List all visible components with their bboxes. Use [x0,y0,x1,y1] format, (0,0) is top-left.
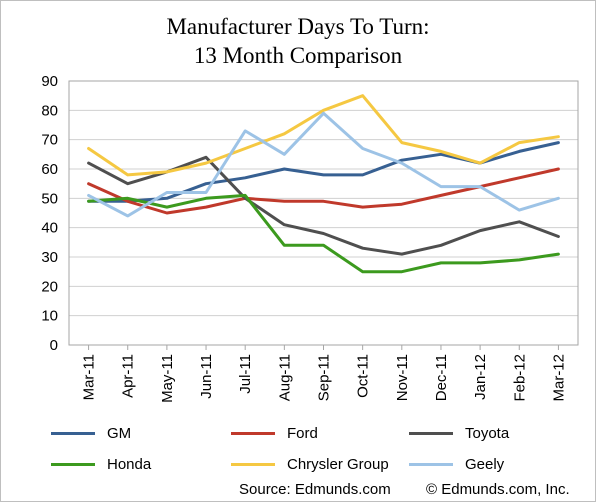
legend-label: GM [107,424,132,442]
x-tick-label: Jul-11 [237,354,254,394]
series-line-chrysler-group [87,94,560,177]
x-tick-label: Aug-11 [276,354,293,401]
y-tick-label: 60 [41,161,58,178]
legend-label: Chrysler Group [287,455,389,473]
legend-label: Toyota [465,424,510,442]
legend-swatch [231,431,275,435]
source-text: Source: Edmunds.com [239,481,391,498]
x-tick-label: Jan-12 [472,354,489,400]
chart-title-line-1: Manufacturer Days To Turn: [166,14,430,39]
legend-swatch [51,462,95,466]
x-tick-label: Dec-11 [433,354,450,401]
legend-swatch [51,431,95,435]
legend-item-honda: Honda [51,454,151,474]
legend-item-chrysler-group: Chrysler Group [231,454,389,474]
legend-swatch [409,462,453,466]
x-tick-label: May-11 [159,354,176,403]
y-tick-label: 20 [41,278,58,295]
plot-area-border [68,80,579,346]
legend-label: Honda [107,455,152,473]
x-tick-label: Jun-11 [198,354,215,399]
legend-swatch [409,431,453,435]
x-tick-label: Mar-11 [81,354,98,400]
copyright-text: © Edmunds.com, Inc. [426,481,570,498]
line-chart: 0 10 20 30 40 50 60 70 80 90 Mar-11 Apr-11 May-11 Jun… [41,73,579,403]
y-tick-label: 30 [41,249,58,266]
x-tick-label: Feb-12 [511,354,528,402]
legend-item-toyota: Toyota [409,423,509,443]
x-tick-label: Sep-11 [316,354,333,401]
x-tick-label: Apr-11 [120,354,137,398]
x-tick-label: Mar-12 [550,354,567,402]
y-tick-label: 90 [41,73,58,90]
x-tick-label: Oct-11 [355,354,372,398]
y-tick-label: 80 [41,102,58,119]
series-line-geely [87,111,560,218]
series-line-honda [87,193,560,274]
y-tick-label: 40 [41,220,58,237]
legend-item-gm: GM [51,423,131,443]
chart-title-line-2: 13 Month Comparison [193,43,403,68]
y-tick-label: 10 [41,308,58,325]
legend-item-ford: Ford [231,423,318,443]
legend-label: Geely [465,455,505,473]
legend-swatch [231,462,275,466]
y-tick-label: 50 [41,190,58,207]
x-tick-label: Nov-11 [394,354,411,401]
y-tick-label: 70 [41,132,58,149]
legend-item-geely: Geely [409,454,504,474]
y-tick-label: 0 [50,337,58,354]
legend-label: Ford [287,424,318,442]
